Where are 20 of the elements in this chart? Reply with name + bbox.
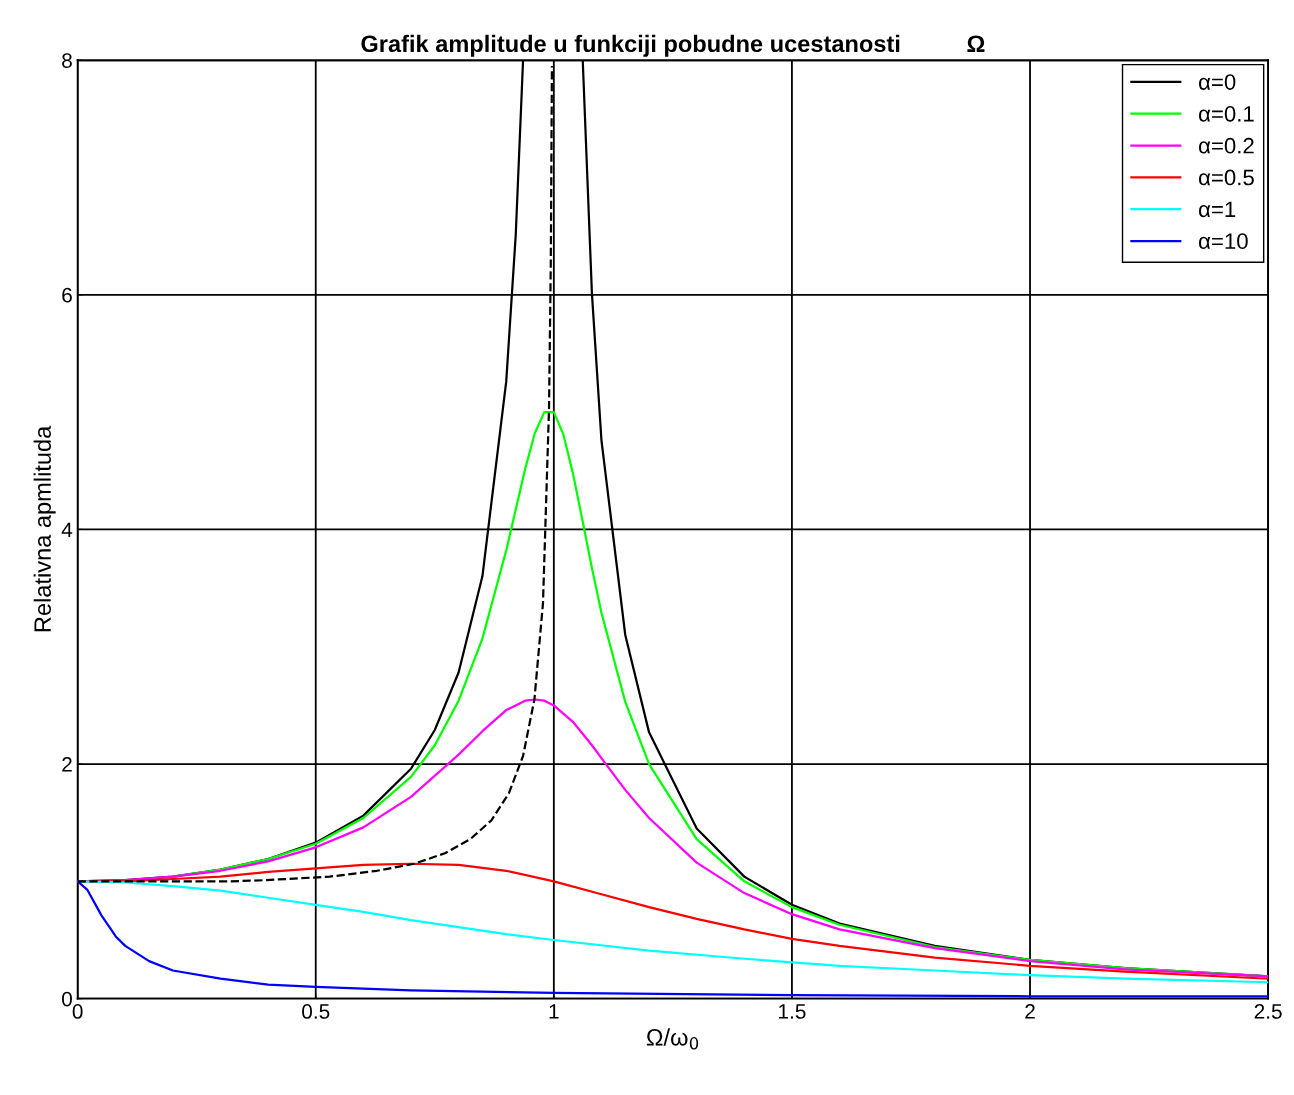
x-axis-title: Ω/ω$_{0}$ (646, 1028, 699, 1050)
legend-label: α=0.5 (1199, 169, 1254, 186)
legend-label: α=0.2 (1199, 137, 1254, 154)
y-tick-label: 4 (61, 522, 73, 537)
x-tick-label: 2.5 (1254, 1004, 1282, 1019)
chart-title: Grafik amplitude u funkciji pobudne ucestanosti Ω (361, 34, 985, 57)
y-tick-label: 6 (62, 287, 72, 303)
legend-label: α=1 (1199, 201, 1236, 218)
y-tick-label: 0 (62, 991, 72, 1007)
x-tick-label: 1 (549, 1004, 559, 1019)
x-tick-label: 0 (72, 1004, 83, 1019)
legend-label: α=0 (1199, 74, 1236, 90)
x-tick-label: 2 (1025, 1004, 1035, 1019)
y-tick-label: 8 (62, 53, 72, 68)
y-tick-label: 2 (62, 757, 72, 772)
x-tick-label: 0.5 (302, 1004, 330, 1019)
y-axis-title: Relativna apmlituda (33, 425, 56, 632)
x-tick-label: 1.5 (779, 1004, 806, 1019)
legend-label: α=10 (1199, 233, 1248, 250)
legend-label: α=0.1 (1199, 105, 1254, 122)
